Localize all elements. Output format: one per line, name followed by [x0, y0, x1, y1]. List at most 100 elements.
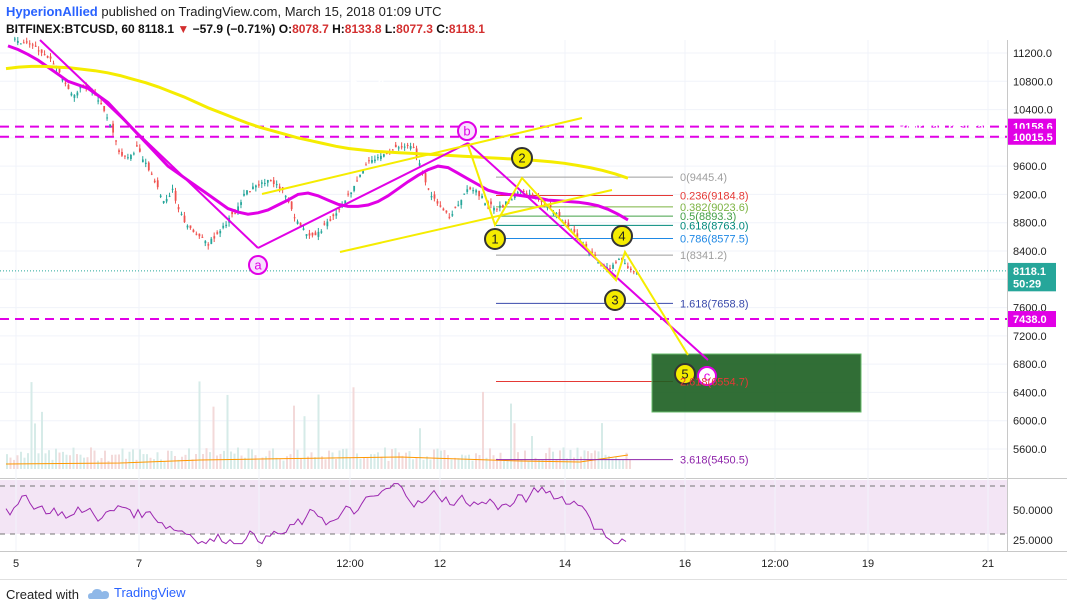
- volume-bar: [37, 453, 40, 469]
- cloud-logo-icon: [88, 588, 109, 599]
- volume-bar: [13, 459, 15, 469]
- candle-body: [219, 230, 222, 234]
- volume-bar: [6, 454, 8, 469]
- candle-body: [353, 185, 356, 191]
- candle-body: [272, 180, 275, 185]
- candle-body: [174, 190, 177, 201]
- candle-body: [16, 40, 19, 43]
- y-tick-label: 9200.0: [1013, 189, 1047, 201]
- volume-bar: [167, 450, 169, 469]
- candle-body: [466, 189, 469, 192]
- price-tag: [1008, 275, 1056, 292]
- volume-bar: [16, 455, 19, 469]
- volume-bar: [335, 459, 337, 469]
- fib-level-label: 0.786(8577.5): [680, 233, 749, 245]
- volume-bar: [587, 451, 589, 469]
- candle-body: [207, 244, 210, 246]
- volume-bar: [482, 391, 484, 469]
- volume-bar: [181, 456, 183, 469]
- wave-1-label-circle: [484, 228, 506, 250]
- volume-bar: [153, 459, 155, 469]
- candle-body: [180, 213, 183, 215]
- volume-bar: [184, 454, 187, 469]
- candle-body: [299, 222, 302, 226]
- volume-bar: [576, 447, 579, 469]
- candle-body: [365, 164, 367, 166]
- chart-footer: Created with TradingView: [0, 579, 1067, 610]
- volume-bar: [408, 451, 411, 469]
- wave-a-line: [39, 39, 259, 249]
- volume-bar: [226, 394, 229, 469]
- volume-bar: [398, 452, 400, 469]
- volume-bar: [489, 448, 491, 469]
- volume-bar: [440, 450, 442, 469]
- candle-body: [430, 196, 433, 198]
- volume-bar: [520, 459, 523, 469]
- fib-level-label: 0.236(9184.8): [680, 191, 749, 203]
- author-name[interactable]: HyperionAllied: [6, 4, 98, 19]
- y-tick-label: 10800.0: [1013, 76, 1053, 88]
- candle-body: [391, 149, 394, 151]
- candle-body: [61, 78, 64, 81]
- candle-body: [362, 170, 364, 174]
- candle-body: [213, 236, 216, 239]
- candle-body: [216, 232, 219, 234]
- candle-body: [246, 190, 248, 195]
- price-tag-text: 50:29: [1013, 278, 1041, 290]
- candle-body: [34, 45, 37, 47]
- candle-body: [377, 157, 379, 159]
- y-tick-label: 6400.0: [1013, 387, 1047, 399]
- candle-body: [439, 205, 442, 207]
- candle-body: [258, 184, 260, 186]
- price-axis[interactable]: 11200.010800.010400.010000.09600.09200.0…: [1013, 48, 1053, 456]
- volume-bar: [258, 459, 260, 469]
- volume-bar: [233, 453, 236, 469]
- fib-level-label: 3.618(5450.5): [680, 455, 749, 467]
- volume-bar: [503, 459, 505, 469]
- candle-body: [329, 219, 332, 221]
- candle-body: [296, 221, 299, 224]
- x-tick-label: 19: [862, 558, 874, 570]
- candle-body: [64, 82, 67, 84]
- volume-bar: [534, 457, 537, 469]
- candle-body: [475, 190, 478, 193]
- bear-flag-label: Bear flag: [350, 79, 397, 91]
- volume-bar: [286, 456, 288, 469]
- candle-body: [338, 208, 341, 210]
- candle-body: [460, 200, 463, 206]
- volume-bar: [471, 460, 474, 469]
- candle-body: [168, 195, 171, 197]
- candle-body: [436, 201, 439, 204]
- volume-bar: [125, 458, 127, 469]
- volume-bar: [331, 452, 334, 469]
- candle-body: [528, 193, 531, 195]
- volume-bar: [492, 455, 495, 469]
- candle-body: [326, 221, 329, 227]
- volume-bar: [9, 457, 12, 469]
- candle-body: [427, 188, 430, 190]
- candle-body: [263, 182, 266, 184]
- candle-body: [499, 205, 501, 208]
- candle-body: [335, 213, 338, 216]
- volume-bar: [188, 448, 190, 469]
- y-tick-label: 5600.0: [1013, 444, 1047, 456]
- volume-bar: [93, 450, 96, 469]
- volume-bar: [317, 394, 320, 469]
- candle-body: [201, 236, 204, 238]
- candle-body: [627, 266, 629, 268]
- tradingview-link[interactable]: TradingView: [88, 585, 186, 600]
- volume-bar: [160, 459, 162, 469]
- candle-body: [624, 263, 626, 265]
- candle-body: [40, 49, 43, 53]
- volume-bar: [51, 459, 54, 469]
- time-axis[interactable]: 5 7 9 12:00 12 14 16 12:00 19 21: [13, 558, 994, 570]
- ohlc-open-label: O:: [278, 22, 293, 36]
- candle-body: [332, 214, 335, 217]
- volume-bar: [244, 457, 246, 469]
- wave-c-label-circle: [697, 366, 717, 386]
- volume-bar: [219, 453, 222, 469]
- volume-bar: [20, 451, 22, 469]
- wave-b-label-circle: [457, 121, 477, 141]
- candle-body: [133, 153, 135, 155]
